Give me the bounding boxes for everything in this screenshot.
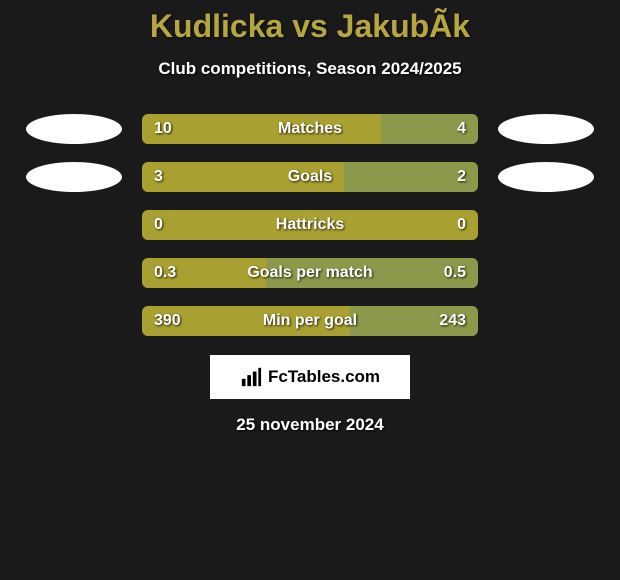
player-right-marker (498, 162, 594, 192)
stat-label: Goals per match (247, 264, 372, 282)
spacer (498, 258, 594, 288)
page-title: Kudlicka vs JakubÃ­k (0, 8, 620, 45)
stat-bar: Hattricks 0 0 (142, 210, 478, 240)
stat-bar: Matches 10 4 (142, 114, 478, 144)
brand-logo-text: FcTables.com (268, 367, 380, 387)
spacer (26, 258, 122, 288)
stat-row: Hattricks 0 0 (0, 209, 620, 241)
stat-value-left: 0.3 (154, 264, 176, 282)
stat-label: Matches (278, 120, 342, 138)
stat-label: Hattricks (276, 216, 344, 234)
comparison-infographic: Kudlicka vs JakubÃ­k Club competitions, … (0, 0, 620, 435)
player-left-marker (26, 162, 122, 192)
spacer (26, 306, 122, 336)
stat-bar: Min per goal 390 243 (142, 306, 478, 336)
stat-bar: Goals per match 0.3 0.5 (142, 258, 478, 288)
stat-value-right: 0.5 (444, 264, 466, 282)
stat-bar-left (142, 114, 381, 144)
subtitle: Club competitions, Season 2024/2025 (0, 59, 620, 79)
stat-value-left: 0 (154, 216, 163, 234)
spacer (498, 210, 594, 240)
brand-logo-box: FcTables.com (210, 355, 410, 399)
stat-row: Goals 3 2 (0, 161, 620, 193)
stat-row: Matches 10 4 (0, 113, 620, 145)
stat-value-right: 4 (457, 120, 466, 138)
stat-row: Goals per match 0.3 0.5 (0, 257, 620, 289)
player-right-marker (498, 114, 594, 144)
stat-row: Min per goal 390 243 (0, 305, 620, 337)
stat-value-right: 0 (457, 216, 466, 234)
stat-label: Goals (288, 168, 332, 186)
stat-value-right: 2 (457, 168, 466, 186)
stats-list: Matches 10 4 Goals 3 2 Hattricks 0 0 Goals per ma… (0, 113, 620, 337)
date-text: 25 november 2024 (0, 415, 620, 435)
stat-value-left: 390 (154, 312, 181, 330)
stat-value-left: 10 (154, 120, 172, 138)
spacer (498, 306, 594, 336)
spacer (26, 210, 122, 240)
player-left-marker (26, 114, 122, 144)
stat-bar: Goals 3 2 (142, 162, 478, 192)
stat-label: Min per goal (263, 312, 357, 330)
stat-value-left: 3 (154, 168, 163, 186)
stat-value-right: 243 (439, 312, 466, 330)
bar-chart-icon (240, 366, 262, 388)
